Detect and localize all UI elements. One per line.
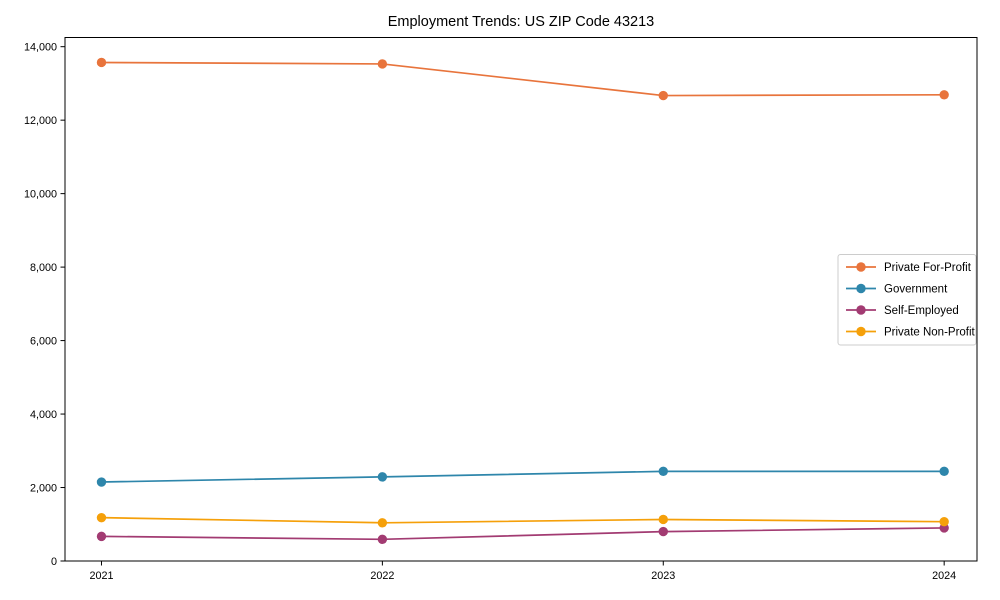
legend-box — [837, 254, 977, 346]
legend-label-private-non-profit: Private Non-Profit — [884, 327, 976, 339]
legend-marker-private-non-profit — [856, 326, 866, 337]
data-point-private-non-profit — [939, 516, 949, 527]
legend-marker-self-employed — [856, 305, 866, 315]
data-point-private-for-profit — [96, 57, 107, 68]
series-line-government — [101, 470, 945, 483]
y-tick-label: 6,000 — [30, 335, 57, 347]
y-tick-label: 10,000 — [24, 188, 57, 200]
x-tick-label: 2021 — [89, 570, 113, 582]
data-point-self-employed — [658, 526, 668, 537]
legend-marker-private-for-profit — [856, 262, 866, 272]
legend-label-private-for-profit: Private For-Profit — [884, 262, 972, 274]
series-line-private-for-profit — [101, 61, 945, 97]
series-line-private-non-profit — [101, 516, 945, 524]
x-tick-label: 2024 — [932, 570, 956, 582]
y-tick-label: 4,000 — [30, 409, 57, 421]
legend-marker-government — [856, 283, 866, 294]
data-point-private-for-profit — [658, 90, 668, 101]
legend-label-self-employed: Self-Employed — [884, 305, 959, 317]
plot-area: 0 2,000 4,000 6,000 8,000 10,000 12,000 14,000 2… — [24, 37, 978, 582]
legend: Private For-Profit Government Self-Employe… — [837, 254, 977, 346]
x-tick-label: 2023 — [651, 570, 675, 582]
data-point-government — [939, 466, 949, 477]
axes-frame — [64, 37, 978, 562]
data-point-private-non-profit — [96, 512, 107, 523]
data-point-private-for-profit — [377, 59, 388, 69]
y-tick-label: 2,000 — [30, 482, 57, 494]
x-tick-label: 2022 — [370, 570, 394, 582]
data-point-private-for-profit — [939, 90, 949, 100]
data-point-private-non-profit — [658, 514, 668, 525]
data-point-private-non-profit — [377, 518, 388, 528]
y-tick-label: 12,000 — [24, 115, 57, 127]
y-tick-label: 8,000 — [30, 262, 57, 274]
data-point-government — [658, 466, 668, 477]
chart-title: Employment Trends: US ZIP Code 43213 — [388, 14, 655, 30]
y-tick-label: 14,000 — [24, 41, 57, 53]
series-line-self-employed — [101, 527, 945, 541]
legend-label-government: Government — [884, 284, 948, 296]
data-point-self-employed — [377, 534, 388, 545]
y-tick-label: 0 — [51, 556, 57, 568]
data-point-government — [96, 477, 107, 487]
data-point-self-employed — [96, 531, 107, 542]
data-point-government — [377, 472, 388, 482]
